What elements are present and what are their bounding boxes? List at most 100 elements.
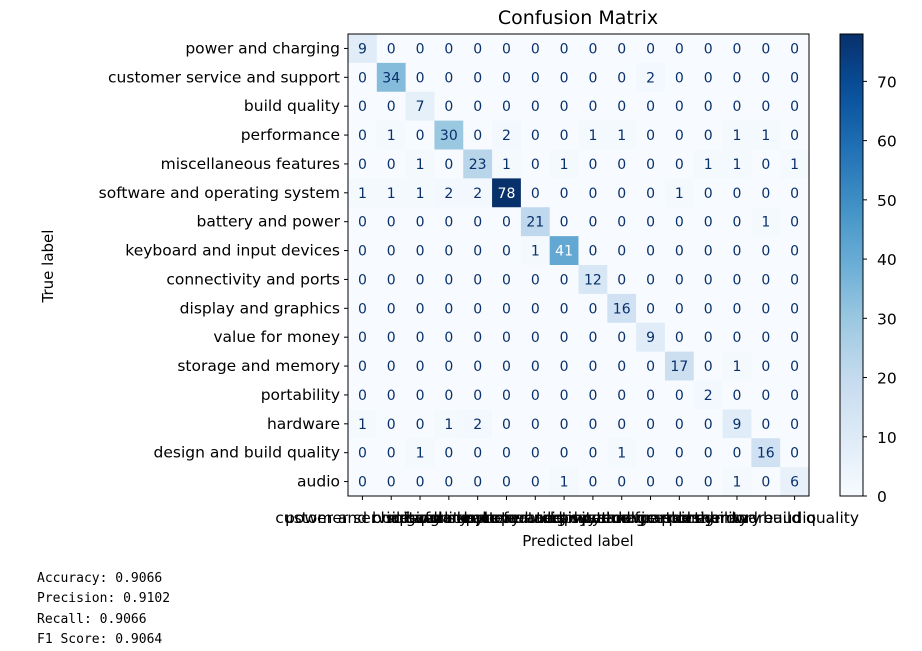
cell-value: 1 [416,186,425,202]
cell-value: 0 [416,41,425,57]
y-tick-label: portability [261,386,340,404]
cell-value: 0 [733,41,742,57]
heatmap-cell [693,438,723,468]
cell-value: 0 [646,388,655,404]
y-tick-label: design and build quality [154,444,341,462]
heatmap-cell [434,120,464,150]
heatmap-cell [751,351,781,381]
heatmap-cell [549,380,579,410]
cell-value: 0 [588,417,597,433]
heatmap-cell [636,207,666,237]
heatmap-cell [520,467,551,497]
cell-value: 1 [502,157,511,173]
recall-text: Recall: 0.9066 [37,611,147,627]
cell-value: 0 [588,330,597,346]
cell-value: 0 [790,186,799,202]
x-tick-label: display and graphics [542,509,702,527]
x-tick-label: customer service and support [275,509,507,527]
heatmap-cell [348,34,378,64]
heatmap-cell [492,322,522,353]
cell-value: 0 [733,388,742,404]
cell-value: 0 [416,330,425,346]
heatmap-cell [520,322,551,353]
cell-value: 0 [444,157,453,173]
heatmap-cell [722,62,752,93]
cell-value: 0 [646,272,655,288]
heatmap-cell [722,120,752,150]
heatmap-cell [693,409,723,439]
heatmap-cell [376,91,407,122]
cell-value: 0 [531,359,540,375]
heatmap-cell [780,236,810,266]
heatmap-cell [549,236,579,266]
heatmap-cell [636,293,666,324]
heatmap-cell [751,149,781,179]
cell-value: 0 [358,128,367,144]
colorbar-tick-label: 50 [877,192,897,210]
f1-score-text: F1 Score: 0.9064 [37,632,163,648]
heatmap-cell [751,207,781,237]
cell-value: 0 [560,41,569,57]
heatmap-cell [348,178,378,208]
cell-value: 0 [444,330,453,346]
heatmap-cell [434,91,464,122]
heatmap-cell [492,91,522,122]
cell-value: 0 [761,301,770,317]
colorbar [839,33,864,497]
heatmap-cell [751,438,781,468]
heatmap-cell [751,322,781,353]
cell-value: 0 [761,41,770,57]
heatmap-cell [693,351,723,381]
cell-value: 0 [761,417,770,433]
heatmap-cell [492,236,522,266]
heatmap-cell [636,120,666,150]
heatmap-cell [578,178,608,208]
heatmap-cell [405,120,435,150]
x-tick-label: audio [773,509,816,527]
cell-value: 0 [588,301,597,317]
colorbar-tick-label: 60 [877,133,897,151]
heatmap-cell [549,409,579,439]
heatmap-cell [722,91,752,122]
cell-value: 0 [502,301,511,317]
cell-value: 1 [617,128,626,144]
heatmap-cell [722,178,752,208]
cell-value: 0 [473,99,482,115]
cell-value: 1 [358,186,367,202]
colorbar-tick-label: 70 [877,73,897,91]
heatmap-cell [607,178,637,208]
heatmap-cell [607,467,637,497]
cell-value: 0 [531,99,540,115]
heatmap-cell [492,293,522,324]
cell-value: 0 [588,475,597,491]
heatmap-cell [664,120,695,150]
heatmap-cell [751,178,781,208]
heatmap-cell [636,91,666,122]
heatmap-cell [664,438,695,468]
cell-value: 0 [733,70,742,86]
x-tick-label: hardware [700,509,773,527]
cell-value: 21 [526,215,544,231]
cell-value: 78 [498,186,516,202]
colorbar-tick-label: 40 [877,251,897,269]
heatmap-cell [693,120,723,150]
cell-value: 0 [387,157,396,173]
cell-value: 0 [560,301,569,317]
cell-value: 0 [790,70,799,86]
heatmap-cell [434,149,464,179]
cell-value: 0 [473,244,482,260]
heatmap-cell [751,236,781,266]
heatmap-cell [348,293,378,324]
cell-value: 0 [502,475,511,491]
cell-value: 0 [704,475,713,491]
cell-value: 0 [733,244,742,260]
y-axis-label: True label [39,230,57,304]
cell-value: 1 [617,446,626,462]
heatmap-cell [578,62,608,93]
cell-value: 0 [790,215,799,231]
heatmap-cell [578,91,608,122]
cell-value: 0 [387,244,396,260]
heatmap-cell [405,351,435,381]
heatmap-cell [434,467,464,497]
cell-value: 0 [646,128,655,144]
